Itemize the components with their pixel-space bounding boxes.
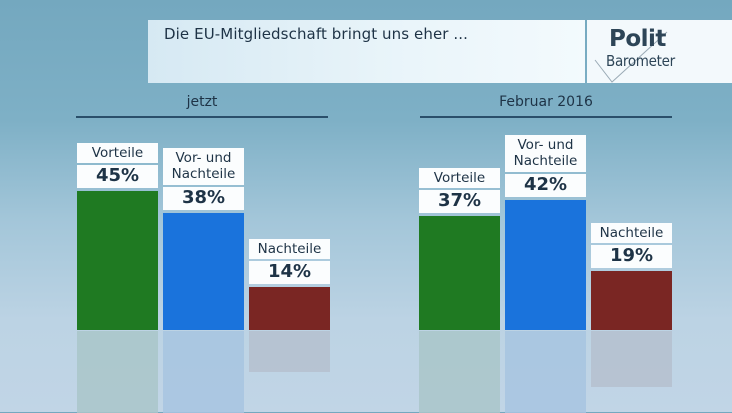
category-label-line: Vorteile: [433, 170, 486, 186]
logo-polit-text: Polit: [609, 26, 666, 52]
checkmark-icon: [594, 31, 668, 83]
bar: [249, 287, 330, 330]
group-title: Februar 2016: [499, 94, 593, 110]
category-label: Nachteile: [591, 223, 672, 243]
bar-reflection: [591, 331, 672, 388]
politbarometer-logo: Polit Barometer: [587, 20, 732, 83]
group-title: jetzt: [186, 94, 218, 110]
bar: [163, 213, 244, 330]
group-divider: [76, 116, 328, 118]
bar: [77, 191, 158, 330]
data-label-value: 42%: [505, 174, 586, 197]
category-label-line: Vor- und: [517, 137, 574, 153]
category-label: Vorteile: [77, 143, 158, 163]
category-label: Nachteile: [249, 239, 330, 259]
bar-reflection: [505, 331, 586, 413]
bar: [591, 271, 672, 330]
group-divider: [420, 116, 672, 118]
category-label-line: Nachteile: [513, 153, 578, 169]
data-label-value: 37%: [419, 190, 500, 213]
category-label-line: Nachteile: [599, 225, 664, 241]
bar-reflection: [419, 331, 500, 413]
bar-reflection: [77, 331, 158, 413]
category-label-line: Nachteile: [257, 241, 322, 257]
data-label-value: 38%: [163, 187, 244, 210]
data-label-value: 14%: [249, 261, 330, 284]
question-title: Die EU-Mitgliedschaft bringt uns eher ..…: [164, 25, 469, 43]
category-label: Vor- und Nachteile: [163, 148, 244, 185]
logo-barometer-text: Barometer: [606, 52, 675, 70]
bar: [505, 200, 586, 330]
category-label-line: Nachteile: [171, 166, 236, 182]
data-label-value: 45%: [77, 165, 158, 188]
category-label: Vor- und Nachteile: [505, 135, 586, 172]
bar-reflection: [249, 331, 330, 372]
bar: [419, 216, 500, 330]
data-label-value: 19%: [591, 245, 672, 268]
category-label: Vorteile: [419, 168, 500, 188]
question-header: Die EU-Mitgliedschaft bringt uns eher ..…: [148, 20, 585, 83]
category-label-line: Vor- und: [175, 150, 232, 166]
bar-reflection: [163, 331, 244, 413]
category-label-line: Vorteile: [91, 145, 144, 161]
